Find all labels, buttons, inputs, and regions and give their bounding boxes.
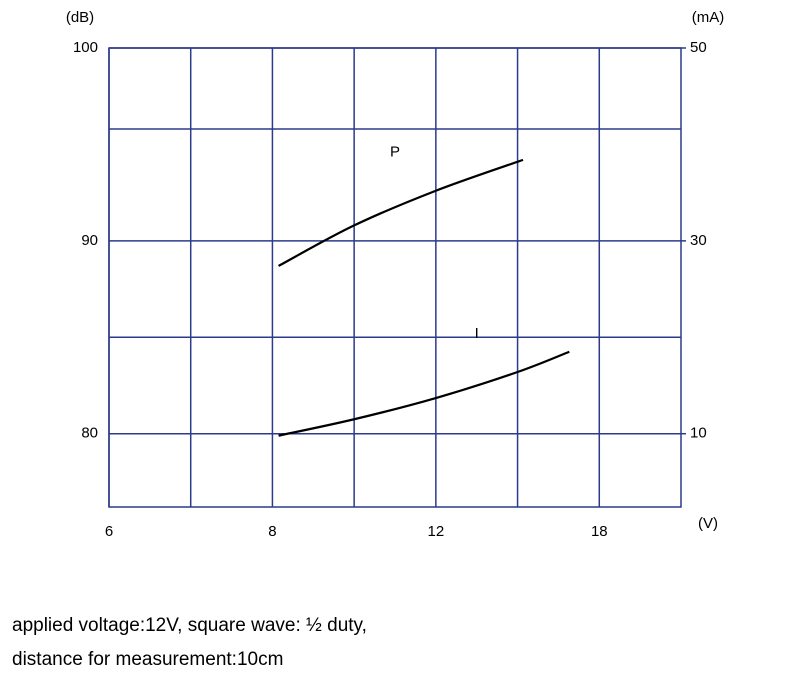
x-tick-label: 6: [105, 523, 113, 540]
y-tick-label: 80: [81, 425, 98, 442]
y2-tick-label: 30: [690, 232, 707, 249]
y-tick-label: 90: [81, 232, 98, 249]
series-line: [278, 158, 524, 267]
y2-tick-label: 50: [690, 39, 707, 56]
x-tick-label: 12: [428, 523, 445, 540]
x-tick-label: 8: [268, 523, 276, 540]
note-line: distance for measurement:10cm: [12, 649, 283, 670]
y2-axis-label: (mA): [692, 9, 725, 26]
series-line: [278, 350, 570, 437]
x-axis-label: (V): [698, 515, 718, 532]
y2-tick-label: 10: [690, 425, 707, 442]
series-label: I: [475, 325, 479, 342]
y-axis-label: (dB): [66, 9, 94, 26]
plot-frame: [108, 47, 682, 508]
note-line: applied voltage:12V, square wave: ½ duty…: [12, 615, 367, 636]
y-tick-label: 100: [73, 39, 98, 56]
series-label: P: [390, 144, 400, 161]
x-tick-label: 18: [591, 523, 608, 540]
